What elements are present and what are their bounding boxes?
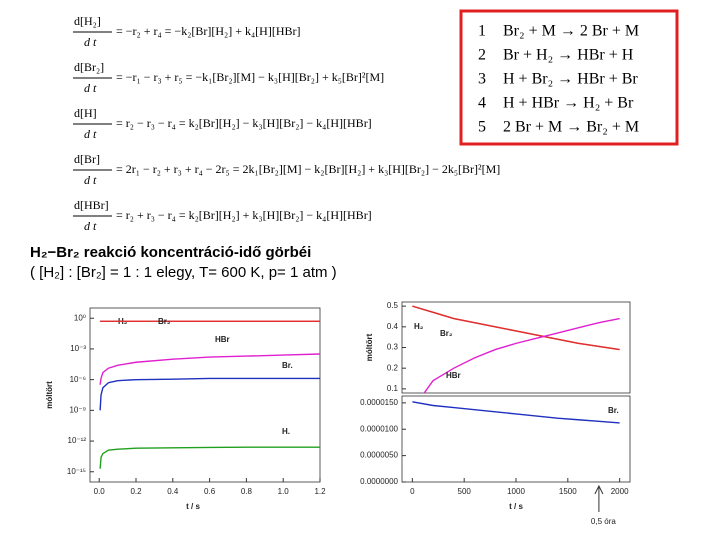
equation-denominator: d t: [84, 81, 97, 95]
y-tick-label: 0.0000150: [360, 398, 398, 407]
equation-rhs: = −r₂ + r₄ = −k₂[Br][H₂] + k₄[H][HBr]: [116, 24, 300, 38]
equation-numerator: d[Br]: [74, 152, 100, 166]
reaction-equation: H + Br₂ → HBr + Br: [503, 71, 638, 88]
series-label: HBr: [215, 335, 230, 344]
equation-denominator: d t: [84, 127, 97, 141]
series-label: HBr: [446, 371, 461, 380]
y-tick-label: 0.5: [387, 301, 399, 310]
caption-title: H₂−Br₂ reakció koncentráció-idő görbéi: [30, 244, 311, 261]
series-label: H.: [282, 427, 290, 436]
reaction-number: 3: [478, 71, 486, 88]
y-tick-label: 0.1: [387, 384, 399, 393]
reaction-equation: Br₂ + M → 2 Br + M: [503, 23, 639, 40]
x-tick-label: 2000: [611, 487, 629, 496]
y-tick-label: 0.0000000: [360, 477, 398, 486]
equation-rhs: = r₂ + r₃ − r₄ = k₂[Br][H₂] + k₃[H][Br₂]…: [116, 208, 372, 222]
y-tick-label: 10⁻¹⁵: [67, 467, 86, 476]
equation-denominator: d t: [84, 35, 97, 49]
x-tick-label: 0.8: [241, 487, 253, 496]
caption-subtitle: ( [H₂] : [Br₂] = 1 : 1 elegy, T= 600 K, …: [30, 264, 337, 281]
y-tick-label: 0.4: [387, 322, 399, 331]
x-tick-label: 0.4: [167, 487, 179, 496]
x-tick-label: 1.0: [278, 487, 290, 496]
reaction-box: [459, 9, 679, 146]
x-tick-label: 500: [458, 487, 472, 496]
x-tick-label: 1500: [559, 487, 577, 496]
series-label: H₂: [414, 322, 424, 331]
x-axis-label: t / s: [509, 502, 523, 511]
equation-numerator: d[H₂]: [74, 14, 101, 28]
series-label: Br₂: [158, 317, 171, 326]
reaction-equation: Br + H₂ → HBr + H: [503, 47, 634, 64]
y-tick-label: 0.0000050: [360, 451, 398, 460]
series-line: [412, 401, 620, 424]
plot-frame: [89, 307, 321, 483]
reaction-equation: H + HBr → H₂ + Br: [503, 95, 634, 112]
annotation-arrow: [594, 484, 604, 512]
x-tick-label: 0.2: [130, 487, 142, 496]
series-line: [99, 353, 320, 385]
equation-denominator: d t: [84, 219, 97, 233]
y-tick-label: 10⁻⁶: [70, 375, 86, 384]
equation-denominator: d t: [84, 173, 97, 187]
y-tick-label: 10⁰: [74, 313, 86, 322]
x-axis-label: t / s: [186, 502, 200, 511]
x-tick-label: 0: [410, 487, 415, 496]
series-label: Br.: [608, 406, 619, 415]
x-tick-label: 0.6: [204, 487, 216, 496]
equation-rhs: = 2r₁ − r₂ + r₃ + r₄ − 2r₅ = 2k₁[Br₂][M]…: [116, 162, 500, 176]
equation-numerator: d[H]: [74, 106, 97, 120]
y-tick-label: 10⁻³: [70, 344, 86, 353]
equation-numerator: d[HBr]: [74, 198, 109, 212]
reaction-number: 2: [478, 47, 486, 64]
plot-frame: [401, 301, 631, 394]
y-axis-label: móltört: [45, 381, 54, 409]
y-axis-label: móltört: [365, 333, 374, 361]
reaction-number: 1: [478, 23, 486, 40]
reaction-number: 5: [478, 119, 486, 136]
series-line: [412, 305, 620, 351]
y-tick-label: 0.0000100: [360, 424, 398, 433]
equation-numerator: d[Br₂]: [74, 60, 104, 74]
equation-rhs: = −r₁ − r₃ + r₅ = −k₁[Br₂][M] − k₃[H][Br…: [116, 70, 384, 84]
series-line: [423, 317, 620, 393]
annotation-text: 0,5 óra: [591, 517, 616, 526]
series-line: [99, 377, 320, 411]
plot-frame: [401, 395, 631, 483]
series-label: Br.: [282, 361, 293, 370]
series-line: [99, 446, 320, 469]
series-label: Br₂: [440, 329, 453, 338]
x-tick-label: 0.0: [94, 487, 106, 496]
y-tick-label: 0.3: [387, 343, 399, 352]
equation-rhs: = r₂ − r₃ − r₄ = k₂[Br][H₂] − k₃[H][Br₂]…: [116, 116, 372, 130]
y-tick-label: 10⁻¹²: [68, 436, 87, 445]
y-tick-label: 10⁻⁹: [69, 405, 86, 414]
reaction-number: 4: [478, 95, 486, 112]
x-tick-label: 1.2: [314, 487, 326, 496]
x-tick-label: 1000: [507, 487, 525, 496]
reaction-equation: 2 Br + M → Br₂ + M: [503, 119, 639, 136]
y-tick-label: 0.2: [387, 363, 399, 372]
